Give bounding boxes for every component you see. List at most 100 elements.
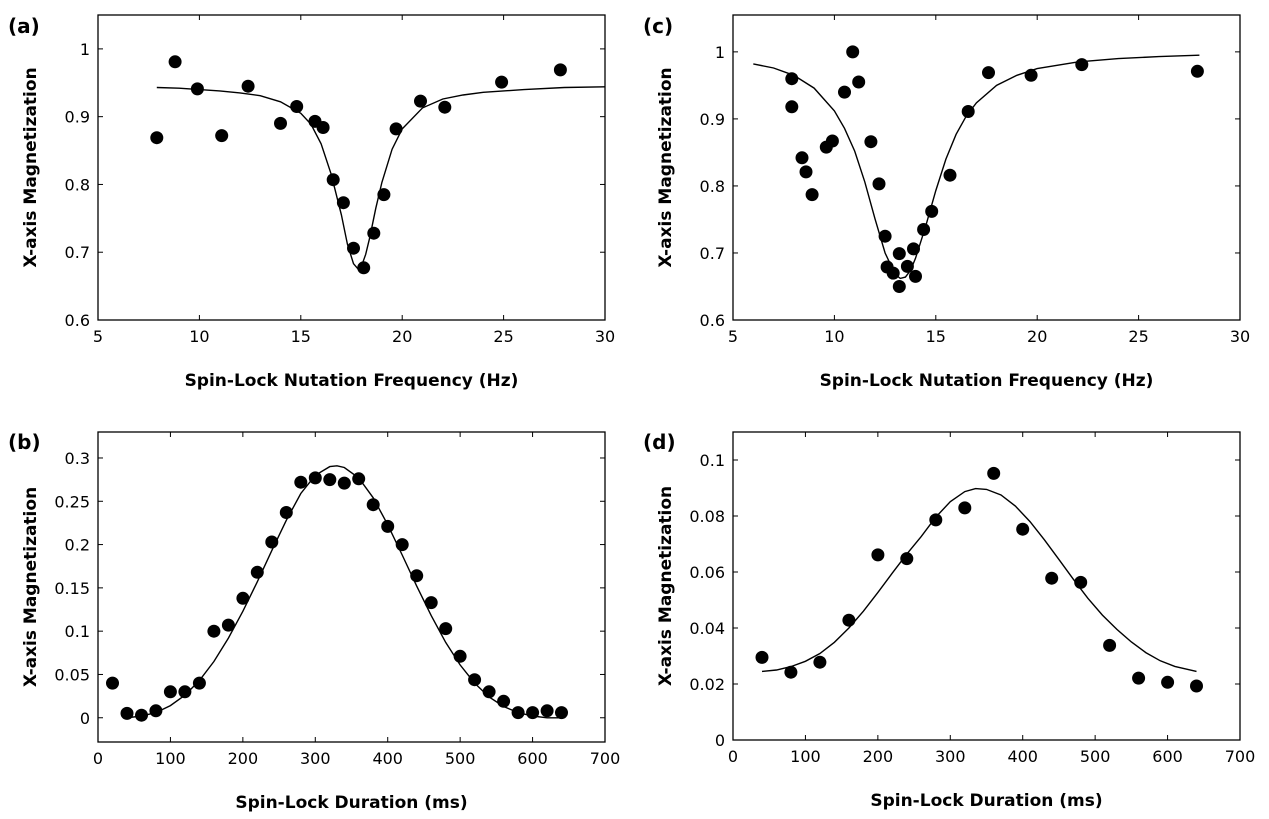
x-tick-label: 300 bbox=[300, 749, 331, 768]
data-point bbox=[337, 476, 351, 490]
data-point bbox=[352, 472, 366, 486]
x-tick-label: 400 bbox=[372, 749, 403, 768]
data-point bbox=[377, 188, 391, 202]
y-tick-label: 0.04 bbox=[689, 619, 725, 638]
data-point bbox=[120, 706, 134, 720]
data-point bbox=[961, 105, 975, 118]
data-point bbox=[1074, 575, 1088, 589]
data-point bbox=[886, 266, 900, 280]
data-point bbox=[381, 519, 395, 533]
data-point bbox=[805, 188, 819, 202]
data-point bbox=[207, 624, 221, 638]
data-point bbox=[495, 75, 509, 89]
data-point bbox=[907, 242, 920, 256]
y-tick-label: 0.7 bbox=[65, 243, 90, 262]
data-point bbox=[236, 591, 250, 605]
data-point bbox=[799, 165, 813, 179]
x-tick-label: 0 bbox=[728, 747, 738, 766]
data-point bbox=[192, 676, 206, 690]
chart-panel-a: (a) 5 10 15 20 25 30 0.6 0.7 0.8 0.9 1 Spin-Lock Nut… bbox=[8, 14, 615, 391]
x-tick-label: 15 bbox=[926, 327, 946, 346]
y-tick-label: 0.06 bbox=[689, 563, 725, 582]
data-point bbox=[526, 706, 540, 720]
data-point bbox=[438, 100, 452, 114]
fit-curve bbox=[753, 54, 1200, 280]
data-point bbox=[190, 82, 204, 96]
x-tick-label: 300 bbox=[935, 747, 966, 766]
data-point bbox=[366, 498, 380, 512]
data-point bbox=[555, 706, 568, 720]
x-tick-label: 700 bbox=[1225, 747, 1256, 766]
data-point bbox=[168, 55, 182, 69]
data-point bbox=[871, 548, 885, 562]
data-point bbox=[872, 177, 886, 191]
data-point bbox=[943, 168, 957, 182]
data-point bbox=[842, 613, 856, 627]
data-point bbox=[274, 116, 287, 130]
data-point bbox=[878, 229, 892, 243]
x-tick-label: 600 bbox=[517, 749, 548, 768]
x-tick-label: 20 bbox=[392, 327, 412, 346]
data-point bbox=[135, 708, 148, 722]
data-point bbox=[1132, 671, 1146, 685]
fit-curve bbox=[156, 86, 606, 270]
data-point bbox=[1103, 638, 1117, 652]
data-point bbox=[917, 223, 931, 236]
data-point bbox=[540, 704, 554, 718]
data-point bbox=[215, 129, 229, 143]
fit-curve bbox=[126, 465, 562, 719]
plot-frame bbox=[732, 431, 1241, 741]
data-point bbox=[900, 552, 914, 566]
x-tick-label: 100 bbox=[155, 749, 186, 768]
y-axis-label: X-axis Magnetization bbox=[656, 67, 676, 267]
y-tick-label: 0.8 bbox=[65, 175, 90, 194]
data-point bbox=[290, 100, 304, 113]
data-point bbox=[323, 473, 337, 487]
x-tick-label: 600 bbox=[1152, 747, 1183, 766]
x-tick-label: 500 bbox=[1080, 747, 1111, 766]
plot-frame bbox=[97, 431, 606, 743]
x-tick-label: 5 bbox=[93, 327, 103, 346]
x-tick-label: 400 bbox=[1007, 747, 1038, 766]
panel-label: (a) bbox=[8, 14, 40, 38]
data-point bbox=[1016, 522, 1030, 536]
data-point bbox=[785, 72, 799, 86]
y-tick-label: 0.1 bbox=[700, 451, 725, 470]
data-point bbox=[178, 685, 192, 699]
chart-panel-c: (c) 5 10 15 20 25 30 0.6 0.7 0.8 0.9 1 Spin-Lock Nut… bbox=[643, 14, 1250, 391]
data-point bbox=[294, 475, 308, 489]
data-point bbox=[336, 196, 350, 210]
data-point bbox=[813, 655, 827, 669]
data-point bbox=[149, 704, 163, 718]
data-point bbox=[395, 538, 409, 552]
data-point bbox=[864, 135, 878, 149]
data-point bbox=[987, 466, 1001, 480]
x-tick-label: 500 bbox=[445, 749, 476, 768]
data-point bbox=[846, 45, 860, 59]
x-axis-label: Spin-Lock Duration (ms) bbox=[235, 793, 467, 813]
data-point bbox=[825, 134, 839, 148]
data-point bbox=[892, 247, 906, 261]
data-point bbox=[389, 122, 403, 136]
data-point bbox=[795, 151, 809, 165]
fit-curve bbox=[761, 487, 1197, 673]
data-point bbox=[106, 676, 119, 690]
data-point bbox=[755, 650, 769, 664]
panel-label: (d) bbox=[643, 430, 676, 454]
x-tick-label: 25 bbox=[493, 327, 513, 346]
y-tick-label: 0.25 bbox=[54, 492, 90, 511]
data-point bbox=[241, 79, 255, 93]
y-tick-label: 0 bbox=[715, 731, 725, 750]
y-tick-label: 0.9 bbox=[65, 108, 90, 127]
data-point bbox=[1161, 675, 1175, 689]
data-point bbox=[982, 66, 995, 80]
data-point bbox=[511, 706, 525, 720]
y-tick-label: 1 bbox=[715, 43, 725, 62]
y-axis-label: X-axis Magnetization bbox=[21, 67, 41, 267]
plot-frame bbox=[732, 14, 1241, 321]
x-axis-label: Spin-Lock Nutation Frequency (Hz) bbox=[820, 371, 1154, 391]
data-point bbox=[482, 685, 496, 699]
x-tick-label: 20 bbox=[1027, 327, 1047, 346]
